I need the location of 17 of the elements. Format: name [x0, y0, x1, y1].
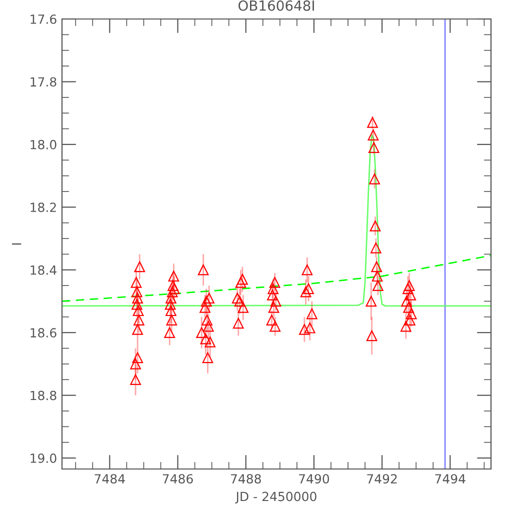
y-tick-label: 18.4	[30, 265, 56, 275]
y-tick-label: 18.6	[30, 328, 56, 338]
x-tick-label: 7494	[435, 474, 466, 484]
y-tick-label: 18.2	[30, 202, 56, 212]
x-tick-label: 7484	[94, 474, 125, 484]
x-tick-label: 7492	[367, 474, 397, 484]
x-tick-label: 7490	[299, 474, 330, 484]
y-axis-title: I	[12, 243, 22, 245]
x-tick-label: 7486	[162, 474, 193, 484]
y-tick-label: 17.6	[30, 14, 56, 24]
y-tick-label: 17.8	[30, 77, 56, 87]
chart-title: OB160648I	[238, 0, 314, 11]
y-tick-label: 19.0	[30, 453, 56, 463]
y-tick-label: 18.8	[30, 390, 56, 400]
x-axis-title: JD - 2450000	[235, 492, 316, 504]
y-tick-label: 18.0	[30, 140, 56, 150]
x-tick-label: 7488	[230, 474, 261, 484]
